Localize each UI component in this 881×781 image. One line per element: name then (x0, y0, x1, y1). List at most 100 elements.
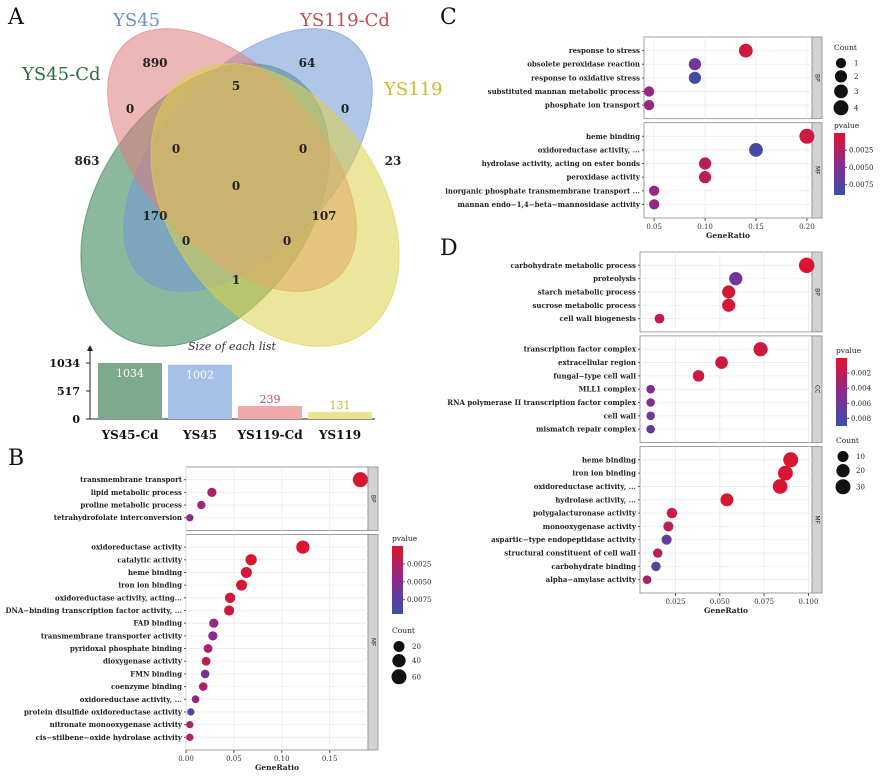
term-label: alpha−amylase activity (546, 575, 637, 584)
dot-extracellular-region (715, 356, 728, 369)
dot-dioxygenase-activity (201, 656, 211, 666)
count-legend-label: 10 (856, 453, 865, 461)
count-legend-dot (392, 654, 406, 668)
dot-polygalacturonase-activity (666, 507, 678, 519)
term-label: FAD binding (133, 619, 182, 628)
venn-count-ys45-only: 890 (142, 56, 167, 70)
facet-strip-label: BP (814, 288, 821, 296)
bar-value-label: 1002 (186, 369, 214, 382)
dot-aspartic-type-endopeptidase-activity (661, 534, 672, 545)
dot-oxidoreductase-activity (296, 540, 310, 554)
term-label: cell wall biogenesis (560, 314, 637, 323)
colorbar-tick-label: 0.0025 (407, 560, 432, 568)
term-label: heme binding (586, 132, 640, 141)
count-legend-dot (391, 669, 407, 685)
count-legend-dot (834, 70, 848, 83)
count-legend-label: 20 (412, 643, 421, 651)
term-label: transmembrane transport (80, 475, 183, 484)
term-label: lipid metabolic process (91, 488, 182, 497)
term-label: oxidoreductase activity, ... (538, 145, 640, 154)
venn-label-ys45: YS45 (112, 10, 160, 31)
term-label: RNA polymerase II transcription factor c… (447, 398, 637, 407)
count-legend-dot (835, 58, 847, 69)
dot-phosphate-ion-transport (643, 99, 655, 111)
term-label: carbohydrate metabolic process (510, 261, 636, 270)
x-tick-label: 0.15 (748, 223, 764, 231)
term-label: mannan endo−1,4−beta−mannosidase activit… (457, 200, 640, 209)
dot-proteolysis (729, 272, 743, 286)
dot-oxidoreductase-activity-acting (224, 592, 236, 603)
x-axis-title: GeneRatio (704, 606, 748, 615)
colorbar-tick-label: 0.008 (851, 415, 871, 423)
bar-category-label: YS119-Cd (236, 428, 303, 442)
x-tick-label: 0.10 (697, 223, 713, 231)
term-label: extracellular region (558, 358, 636, 367)
facet-strip-label: BP (370, 495, 377, 503)
venn-count-ys45cd-only: 863 (74, 154, 99, 168)
facet-strip-label: BP (814, 74, 821, 82)
x-tick-label: 0.100 (798, 598, 818, 606)
dot-peroxidase-activity (698, 171, 712, 184)
pvalue-colorbar (836, 358, 847, 426)
dot-carbohydrate-binding (651, 561, 661, 572)
facet-strip (811, 446, 823, 594)
term-label: cell wall (604, 411, 637, 420)
dot-alpha-amylase-activity (642, 575, 652, 584)
x-axis-title: GeneRatio (706, 231, 750, 240)
term-label: nitronate monooxygenase activity (50, 720, 183, 729)
term-label: proteolysis (593, 274, 636, 283)
dot-heme-binding (799, 128, 815, 144)
term-label: transcription factor complex (524, 345, 637, 354)
venn-diagram: A YS45-Cd YS45 YS119-Cd YS119 890 64 5 0… (7, 5, 443, 347)
term-label: FMN binding (130, 669, 182, 678)
count-legend-dot (834, 84, 848, 99)
term-label: oxidoreductase activity, ... (80, 695, 182, 704)
x-tick-label: 0.05 (226, 755, 242, 763)
venn-label-ys119-cd: YS119-Cd (299, 10, 390, 31)
term-label: heme binding (582, 455, 636, 464)
count-legend-label: 20 (856, 467, 865, 475)
dot-rna-polymerase-ii-transcription-factor-c (646, 398, 655, 407)
count-legend-label: 30 (856, 483, 865, 491)
count-legend-label: 40 (412, 657, 421, 665)
dot-heme-binding (240, 566, 252, 578)
dot-coenzyme-binding (198, 682, 208, 691)
facet-strip (811, 122, 823, 219)
colorbar-tick-label: 0.006 (851, 400, 872, 408)
term-label: hydrolase activity, ... (555, 495, 636, 504)
size-bar-chart: Size of each list 1034 517 0 1034 YS45-Cd 1002… (49, 340, 375, 442)
count-legend-title: Count (392, 626, 415, 635)
panel-letter-b: B (8, 446, 24, 471)
term-label: structural constituent of cell wall (504, 549, 636, 558)
venn-count-ys45-ys119cd-ys119: 0 (299, 142, 307, 156)
term-label: tetrahydrofolate interconversion (54, 513, 182, 522)
dot-nitronate-monooxygenase-activity (186, 720, 194, 729)
bar-ys45 (168, 364, 232, 419)
dot-response-to-oxidative-stress (688, 71, 702, 84)
bar-chart-title: Size of each list (188, 340, 277, 353)
venn-label-ys45-cd: YS45-Cd (21, 64, 101, 85)
term-label: carbohydrate binding (551, 562, 636, 571)
bar-ys119-cd (238, 406, 302, 419)
facet-panel-bp (185, 466, 369, 531)
term-label: fungal−type cell wall (553, 371, 636, 380)
term-label: mismatch repair complex (536, 425, 637, 434)
term-label: response to oxidative stress (531, 73, 640, 82)
facet-strip-label: CC (814, 385, 821, 393)
dot-lipid-metabolic-process (207, 487, 217, 497)
dot-cell-wall (646, 411, 655, 421)
x-tick-label: 0.05 (646, 223, 662, 231)
x-tick-label: 0.15 (322, 755, 338, 763)
venn-count-ys45cd-ys45-ys119: 0 (283, 234, 291, 248)
term-label: DNA−binding transcription factor activit… (5, 606, 182, 615)
venn-count-ys45cd-ys45: 0 (126, 102, 134, 116)
dot-substituted-mannan-metabolic-process (643, 86, 655, 97)
bar-y-axis-arrow (87, 345, 93, 351)
dot-dna-binding-transcription-factor-activit (224, 605, 235, 616)
dot-hydrolase-activity (720, 493, 734, 507)
dot-mll1-complex (646, 384, 655, 394)
term-label: proline metabolic process (80, 501, 182, 510)
panel-letter-a: A (7, 5, 25, 30)
facet-strip (367, 466, 379, 531)
venn-count-all-four: 0 (232, 179, 240, 193)
